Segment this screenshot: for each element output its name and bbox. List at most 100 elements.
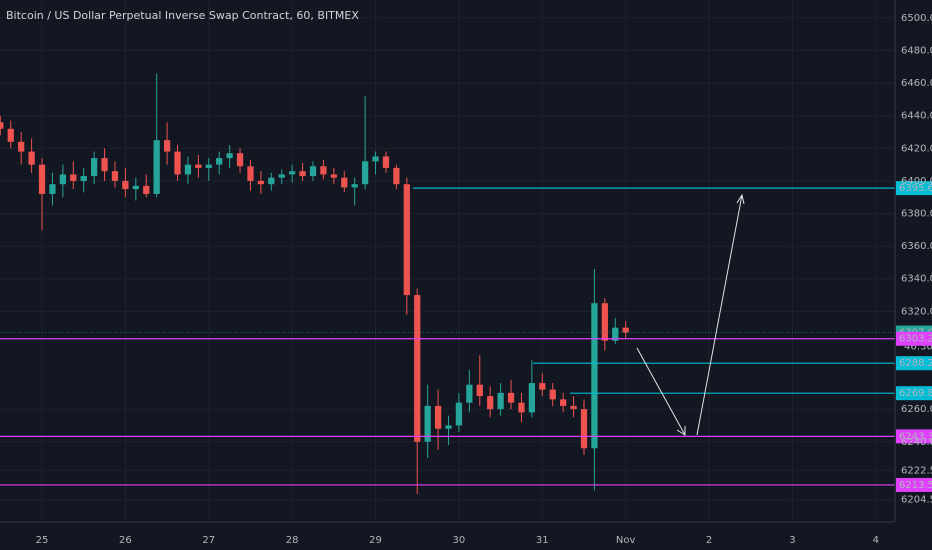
candle-body bbox=[278, 174, 285, 178]
candle-body bbox=[424, 405, 431, 442]
candle-body bbox=[70, 174, 77, 181]
candle-body bbox=[226, 153, 233, 159]
candle-body bbox=[560, 399, 567, 406]
y-tick-label: 6420.0 bbox=[901, 143, 932, 154]
candle-body bbox=[132, 185, 139, 190]
candle-body bbox=[591, 303, 598, 449]
y-tick-label: 6360.0 bbox=[901, 241, 932, 252]
candle-body bbox=[518, 402, 525, 413]
candle-body bbox=[184, 164, 192, 175]
candle-body bbox=[0, 122, 4, 129]
candle-body bbox=[445, 425, 452, 429]
candle-body bbox=[372, 156, 379, 162]
x-tick-label: 31 bbox=[536, 535, 549, 546]
y-tick-label: 6340.0 bbox=[901, 274, 932, 285]
candle-body bbox=[91, 158, 98, 177]
candle-body bbox=[351, 184, 358, 188]
y-tick-label: 6460.0 bbox=[901, 78, 932, 89]
candle-body bbox=[580, 409, 588, 449]
y-tick-label: 6440.0 bbox=[901, 111, 932, 122]
candle-body bbox=[28, 151, 35, 165]
candle-body bbox=[153, 140, 160, 194]
countdown: 46:30 bbox=[904, 342, 932, 353]
candle-body bbox=[414, 295, 421, 442]
x-tick-label: 3 bbox=[789, 535, 795, 546]
level-label: 6303.2 bbox=[899, 334, 932, 345]
level-label: 6395.6 bbox=[899, 183, 932, 194]
x-tick-label: 4 bbox=[873, 535, 879, 546]
level-label-box bbox=[896, 386, 932, 401]
candle-body bbox=[247, 166, 254, 181]
candle-body bbox=[205, 164, 212, 168]
candle-body bbox=[497, 392, 504, 410]
candle-body bbox=[622, 327, 629, 333]
level-label-box bbox=[896, 331, 932, 346]
candle-body bbox=[101, 158, 108, 172]
candle-body bbox=[143, 185, 150, 194]
candle-body bbox=[507, 392, 515, 403]
level-label-box bbox=[896, 181, 932, 196]
x-tick-label: Nov bbox=[616, 535, 636, 546]
candle-body bbox=[299, 171, 306, 177]
candle-body bbox=[59, 174, 66, 185]
level-label-box bbox=[896, 429, 932, 444]
candle-body bbox=[393, 167, 400, 185]
y-tick-label: 6320.0 bbox=[901, 306, 932, 317]
y-tick-label: 6480.0 bbox=[901, 46, 932, 57]
arrow-up bbox=[696, 194, 743, 436]
candle-body bbox=[38, 164, 46, 194]
x-tick-label: 2 bbox=[706, 535, 712, 546]
candle-body bbox=[549, 389, 556, 400]
candle-body bbox=[163, 140, 171, 152]
candle-body bbox=[476, 384, 483, 397]
y-tick-label: 6380.0 bbox=[901, 209, 932, 220]
candle-body bbox=[403, 184, 410, 296]
level-label: 6269.8 bbox=[899, 388, 932, 399]
candle-body bbox=[195, 164, 202, 168]
level-label-box bbox=[896, 356, 932, 371]
candle-body bbox=[122, 180, 129, 190]
candle-body bbox=[612, 327, 619, 341]
candle-body bbox=[49, 184, 56, 194]
candle-body bbox=[570, 405, 577, 410]
candle-body bbox=[80, 176, 87, 181]
candle-body bbox=[111, 171, 119, 181]
candle-body bbox=[455, 402, 463, 426]
candle-body bbox=[361, 161, 369, 185]
level-label: 6288.2 bbox=[899, 358, 932, 369]
x-tick-label: 26 bbox=[119, 535, 132, 546]
y-tick-label: 6500.0 bbox=[901, 13, 932, 24]
candle-body bbox=[434, 405, 442, 429]
y-tick-label: 6222.5 bbox=[901, 465, 932, 476]
chart-title: Bitcoin / US Dollar Perpetual Inverse Sw… bbox=[6, 9, 359, 22]
candle-body bbox=[257, 180, 265, 185]
candle-body bbox=[309, 166, 317, 177]
candle-body bbox=[174, 151, 181, 175]
candle-body bbox=[236, 153, 244, 167]
y-tick-label: 6400.0 bbox=[901, 176, 932, 187]
x-tick-label: 29 bbox=[369, 535, 382, 546]
candle-body bbox=[539, 383, 546, 390]
x-tick-label: 25 bbox=[36, 535, 49, 546]
candle-body bbox=[320, 166, 327, 175]
candle-body bbox=[289, 171, 296, 175]
candle-body bbox=[382, 156, 390, 168]
x-tick-label: 27 bbox=[202, 535, 215, 546]
candle-body bbox=[601, 303, 608, 341]
candle-body bbox=[7, 128, 14, 142]
arrowhead bbox=[676, 426, 686, 436]
x-tick-label: 28 bbox=[286, 535, 299, 546]
candle-body bbox=[341, 177, 348, 188]
candle-body bbox=[330, 174, 337, 178]
arrow-down bbox=[636, 347, 686, 436]
candle-body bbox=[528, 383, 536, 413]
arrowhead bbox=[736, 193, 745, 205]
candle-body bbox=[216, 158, 223, 165]
y-tick-label: 6204.5 bbox=[901, 495, 932, 506]
level-label-box bbox=[896, 477, 932, 492]
x-tick-label: 30 bbox=[453, 535, 466, 546]
level-label: 6243.3 bbox=[899, 431, 932, 442]
candle-body bbox=[466, 384, 473, 403]
